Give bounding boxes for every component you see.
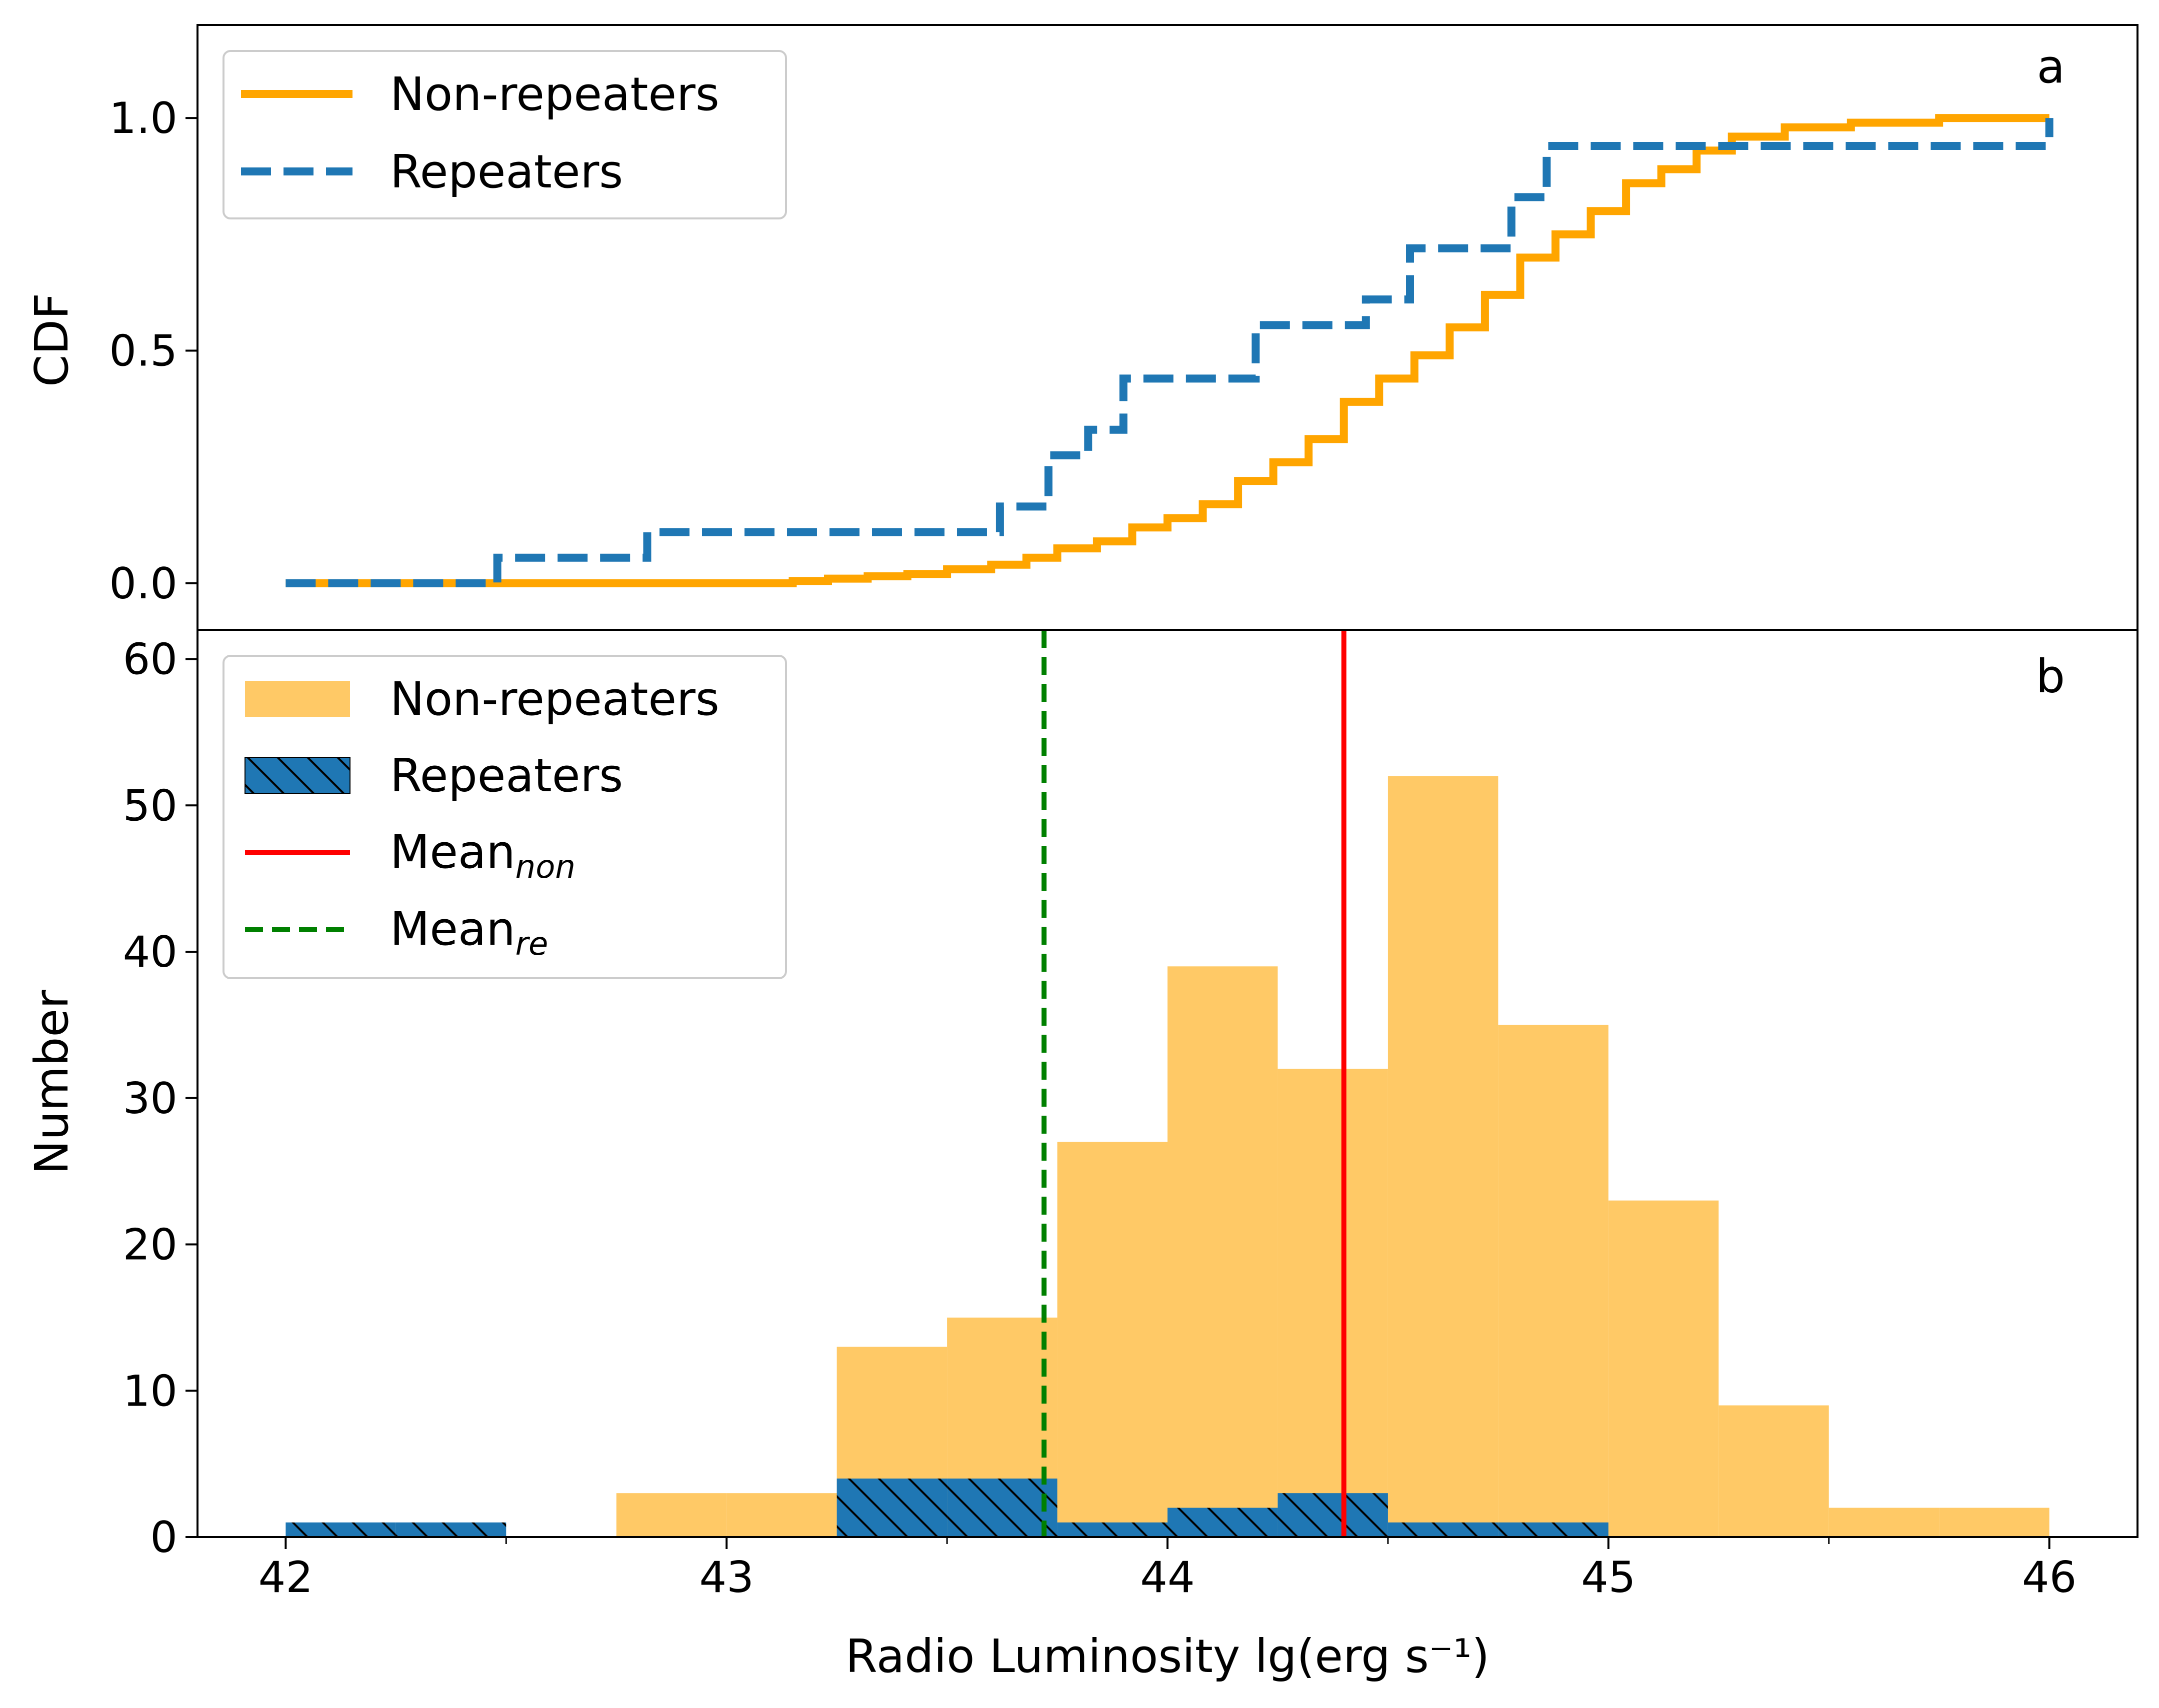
mean-non-main: Mean [390,825,516,879]
cdf-panel-label: a [2037,40,2065,93]
histogram-y-tick-label: 60 [123,635,178,685]
histogram-x-tick-label: 45 [1581,1553,1636,1603]
histogram-y-ticks: 0 10 20 30 40 50 60 [123,635,198,1563]
histogram-bar-repeaters [1278,1493,1388,1537]
histogram-legend-box [222,655,787,979]
histogram-y-tick-label: 0 [150,1513,178,1563]
mean-non-subscript: non [516,849,576,886]
histogram-y-tick-label: 30 [123,1074,178,1124]
histogram-bar-repeaters [1498,1522,1608,1537]
histogram-bar-non-repeaters [1498,1025,1608,1537]
cdf-legend-label-non-repeaters: Non-repeaters [390,67,720,121]
histogram-bar-repeaters [1057,1522,1168,1537]
histogram-panel: 42 43 44 45 46 0 10 20 30 40 50 60 Number Radio Lu… [25,629,2138,1683]
histogram-x-tick-label: 46 [2022,1553,2076,1603]
histogram-x-tick-label: 44 [1140,1553,1194,1603]
histogram-repeaters-bars [286,1478,1608,1537]
histogram-legend-label-mean-non: Meannon [390,825,576,886]
histogram-bar-repeaters [396,1522,506,1537]
cdf-y-ticks: 0.0 0.5 1.0 [109,93,198,609]
cdf-y-axis-label: CDF [25,293,78,387]
cdf-panel: 0.0 0.5 1.0 CDF a Non-repeaters Repeaters [25,24,2138,631]
histogram-legend-label-repeaters: Repeaters [390,749,623,802]
histogram-bar-non-repeaters [1278,1069,1388,1537]
histogram-bar-repeaters [947,1478,1058,1537]
cdf-legend: Non-repeaters Repeaters [222,50,787,219]
histogram-panel-label: b [2036,650,2065,703]
histogram-legend: Non-repeaters Repeaters Meannon Meanre [222,655,787,979]
histogram-legend-swatch-repeaters [244,757,350,794]
cdf-y-tick-label: 0.0 [109,559,178,609]
histogram-bar-non-repeaters [1388,776,1498,1537]
histogram-x-tick-label: 42 [258,1553,313,1603]
histogram-non-repeaters-bars [616,776,2050,1537]
histogram-bar-non-repeaters [1608,1200,1719,1537]
histogram-bar-non-repeaters [1718,1405,1829,1537]
histogram-bar-non-repeaters [1828,1508,1940,1537]
mean-re-main: Mean [390,902,516,956]
cdf-y-tick-label: 0.5 [109,326,178,376]
histogram-mean-lines [1042,630,1346,1537]
histogram-bar-repeaters [836,1478,948,1537]
cdf-legend-box [222,50,787,219]
histogram-y-axis-label: Number [25,990,78,1175]
cdf-line-non-repeaters [286,114,2050,587]
histogram-x-ticks: 42 43 44 45 46 [258,1537,2076,1603]
histogram-x-tick-label: 43 [699,1553,754,1603]
histogram-bar-non-repeaters [616,1493,727,1537]
histogram-legend-swatch-non-repeaters [245,681,350,717]
cdf-series-group [286,114,2054,587]
cdf-line-repeaters [286,118,2054,587]
histogram-bar-non-repeaters [1057,1142,1168,1537]
histogram-y-tick-label: 20 [123,1220,178,1270]
histogram-bar-non-repeaters [1939,1508,2050,1537]
histogram-y-tick-label: 40 [123,927,178,977]
histogram-legend-label-non-repeaters: Non-repeaters [390,672,720,726]
cdf-y-tick-label: 1.0 [109,93,178,143]
histogram-y-tick-label: 10 [123,1366,178,1416]
histogram-y-tick-label: 50 [123,781,178,831]
histogram-x-axis-label: Radio Luminosity lg(erg s⁻¹) [846,1630,1490,1683]
histogram-bar-repeaters [1388,1522,1498,1537]
cdf-legend-label-repeaters: Repeaters [390,145,623,198]
histogram-bar-non-repeaters [726,1493,837,1537]
histogram-bar-non-repeaters [1168,966,1278,1537]
histogram-legend-label-mean-re: Meanre [390,902,548,963]
mean-re-subscript: re [516,926,548,963]
histogram-axes-frame [196,629,2138,1538]
histogram-bar-repeaters [286,1522,396,1537]
histogram-bar-repeaters [1168,1508,1278,1537]
